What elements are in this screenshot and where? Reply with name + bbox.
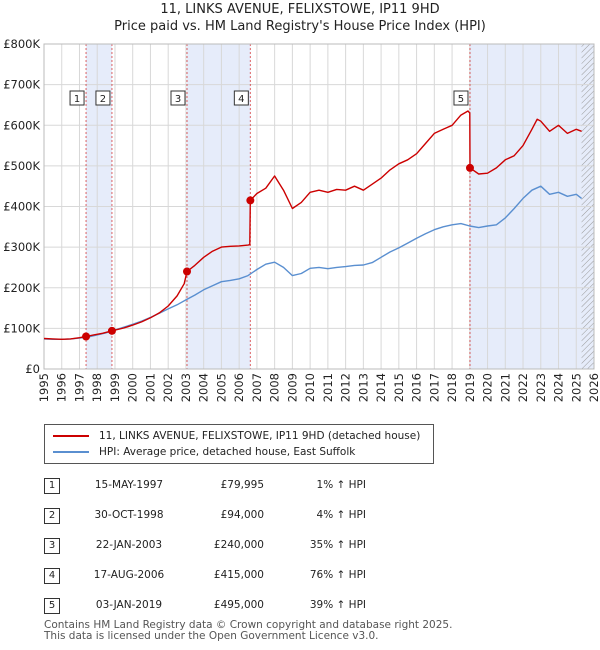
x-tick-label: 2007 <box>250 373 264 402</box>
property-price-line <box>43 110 582 340</box>
sale-point <box>183 267 191 276</box>
legend-label-hpi: HPI: Average price, detached house, East… <box>99 446 356 458</box>
x-tick-label: 2004 <box>197 373 211 402</box>
sale-hpi-change: 76% ↑ HPI <box>309 569 366 581</box>
sale-hpi-change: 1% ↑ HPI <box>316 479 366 491</box>
x-tick-label: 2020 <box>481 373 495 402</box>
x-tick-label: 2001 <box>143 373 157 402</box>
x-tick-label: 2024 <box>552 373 566 402</box>
sale-price: £240,000 <box>213 539 264 551</box>
sale-label: 1 <box>74 94 80 105</box>
sale-row: 1 15-MAY-1997 £79,995 1% ↑ HPI <box>44 476 384 498</box>
x-tick-label: 2013 <box>356 373 370 402</box>
y-tick-label: £600K <box>3 118 40 132</box>
sale-label: 4 <box>238 94 244 105</box>
x-tick-label: 2014 <box>374 373 388 402</box>
legend-swatch-hpi <box>53 451 89 453</box>
sale-number-badge: 3 <box>44 538 60 554</box>
x-tick-label: 2019 <box>463 373 477 402</box>
sale-label-box <box>69 90 85 106</box>
sale-label-box <box>95 90 111 106</box>
sale-date: 15-MAY-1997 <box>94 479 164 491</box>
y-tick-label: £500K <box>3 159 40 173</box>
sale-label-box <box>233 90 249 106</box>
x-tick-label: 2018 <box>445 373 459 402</box>
y-tick-label: £0 <box>25 362 40 376</box>
sale-label: 5 <box>458 94 464 105</box>
y-tick-label: £700K <box>3 78 40 92</box>
x-tick-label: 2008 <box>268 373 282 402</box>
x-tick-label: 2025 <box>569 373 583 402</box>
sale-price: £415,000 <box>213 569 264 581</box>
sale-date: 30-OCT-1998 <box>94 509 164 521</box>
x-tick-label: 1997 <box>72 373 86 402</box>
x-tick-label: 2003 <box>179 373 193 402</box>
x-tick-label: 2026 <box>587 373 600 402</box>
legend: 11, LINKS AVENUE, FELIXSTOWE, IP11 9HD (… <box>44 424 434 464</box>
sale-date: 03-JAN-2019 <box>95 599 163 611</box>
x-tick-label: 2021 <box>498 373 512 402</box>
chart-title: 11, LINKS AVENUE, FELIXSTOWE, IP11 9HD <box>160 2 440 17</box>
sale-number-badge: 2 <box>44 508 60 524</box>
footer-copyright: Contains HM Land Registry data © Crown c… <box>44 619 453 631</box>
sale-label-box <box>170 90 186 106</box>
sale-row: 3 22-JAN-2003 £240,000 35% ↑ HPI <box>44 536 384 558</box>
footer: Contains HM Land Registry data © Crown c… <box>44 620 452 642</box>
x-tick-label: 2015 <box>392 373 406 402</box>
sale-row: 2 30-OCT-1998 £94,000 4% ↑ HPI <box>44 506 384 528</box>
sale-date: 22-JAN-2003 <box>95 539 163 551</box>
x-tick-label: 1995 <box>37 373 51 402</box>
x-tick-label: 1998 <box>90 373 104 402</box>
sale-point <box>107 326 116 335</box>
y-tick-label: £100K <box>3 321 40 335</box>
y-tick-label: £400K <box>3 200 40 214</box>
sale-row: 4 17-AUG-2006 £415,000 76% ↑ HPI <box>44 566 384 588</box>
y-tick-label: £300K <box>3 240 40 254</box>
sale-number-badge: 1 <box>44 478 60 494</box>
x-tick-label: 2016 <box>410 373 424 402</box>
sale-number-badge: 5 <box>44 598 60 614</box>
sale-price: £495,000 <box>213 599 264 611</box>
sale-label-box <box>453 90 469 106</box>
legend-item-hpi: HPI: Average price, detached house, East… <box>53 446 355 458</box>
legend-swatch-property <box>53 435 89 437</box>
x-tick-label: 2005 <box>214 373 228 402</box>
legend-label-property: 11, LINKS AVENUE, FELIXSTOWE, IP11 9HD (… <box>99 430 421 442</box>
sale-point <box>465 163 474 172</box>
sale-price: £94,000 <box>220 509 264 521</box>
x-tick-label: 1999 <box>108 373 122 402</box>
x-tick-label: 2010 <box>303 373 317 402</box>
sale-label: 2 <box>100 94 106 105</box>
sale-point <box>82 332 91 341</box>
x-tick-label: 2012 <box>339 373 353 402</box>
x-tick-label: 2002 <box>161 373 175 402</box>
sale-date: 17-AUG-2006 <box>93 569 165 581</box>
sale-label: 3 <box>175 94 181 105</box>
chart-subtitle: Price paid vs. HM Land Registry's House … <box>114 19 486 34</box>
sale-hpi-change: 35% ↑ HPI <box>309 539 366 551</box>
x-tick-label: 2017 <box>427 373 441 402</box>
x-tick-label: 2022 <box>516 373 530 402</box>
sale-hpi-change: 39% ↑ HPI <box>309 599 366 611</box>
sale-number-badge: 4 <box>44 568 60 584</box>
x-tick-label: 2006 <box>232 373 246 402</box>
hpi-line <box>43 185 583 340</box>
plot-frame <box>43 43 595 370</box>
x-tick-label: 2011 <box>321 373 335 402</box>
sale-price: £79,995 <box>220 479 264 491</box>
x-tick-label: 2000 <box>126 373 140 402</box>
y-tick-label: £800K <box>3 37 40 51</box>
sale-row: 5 03-JAN-2019 £495,000 39% ↑ HPI <box>44 596 384 618</box>
y-tick-label: £200K <box>3 281 40 295</box>
legend-item-property: 11, LINKS AVENUE, FELIXSTOWE, IP11 9HD (… <box>53 430 420 442</box>
footer-licence: This data is licensed under the Open Gov… <box>44 630 379 642</box>
x-tick-label: 2023 <box>534 373 548 402</box>
x-tick-label: 2009 <box>285 373 299 402</box>
sale-point <box>246 196 255 205</box>
sale-hpi-change: 4% ↑ HPI <box>316 509 366 521</box>
x-tick-label: 1996 <box>55 373 69 402</box>
price-chart: £0 £100K £200K £300K £400K £500K £600K £700K £80… <box>3 37 600 402</box>
